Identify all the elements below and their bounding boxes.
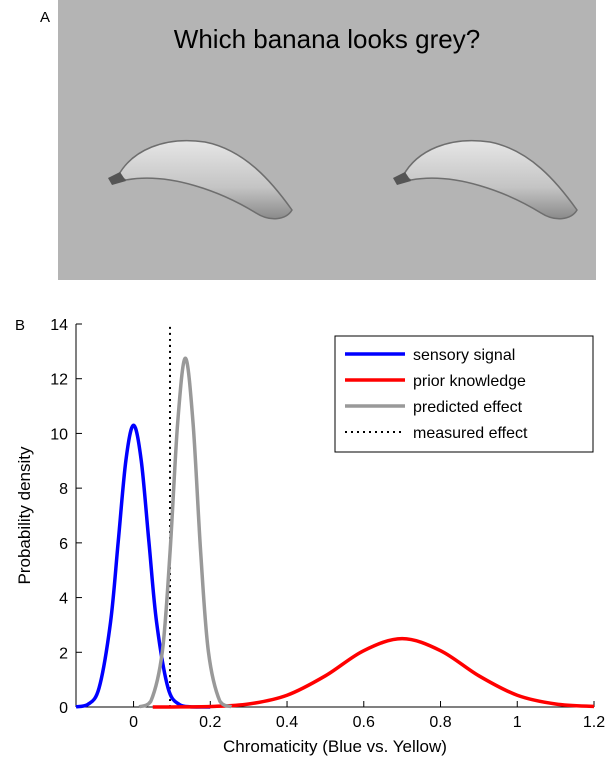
banana-right	[393, 139, 578, 220]
x-tick-label: 1.2	[583, 714, 605, 731]
y-tick-label: 10	[50, 426, 68, 443]
y-tick-label: 8	[59, 481, 68, 498]
series-line	[138, 356, 233, 709]
y-tick-label: 4	[59, 591, 68, 608]
legend-label: measured effect	[413, 425, 528, 442]
y-axis-label: Probability density	[15, 446, 34, 584]
legend-label: prior knowledge	[413, 373, 526, 390]
panel-label: A	[40, 9, 50, 26]
x-tick-label: 0.2	[199, 714, 221, 731]
y-tick-label: 0	[59, 700, 68, 717]
y-tick-label: 14	[50, 317, 68, 334]
y-tick-label: 2	[59, 645, 68, 662]
x-tick-label: 0.6	[353, 714, 375, 731]
panel-label: B	[15, 317, 25, 334]
x-tick-label: 0	[129, 714, 138, 731]
y-tick-label: 12	[50, 372, 68, 389]
stimulus-question: Which banana looks grey?	[174, 24, 480, 54]
x-tick-label: 0.4	[276, 714, 298, 731]
x-tick-label: 0.8	[429, 714, 451, 731]
x-axis-label: Chromaticity (Blue vs. Yellow)	[223, 737, 447, 756]
x-tick-label: 1	[513, 714, 522, 731]
stimulus-panel	[58, 0, 596, 280]
series-line	[152, 636, 595, 709]
legend-label: sensory signal	[413, 347, 515, 364]
legend-label: predicted effect	[413, 399, 523, 416]
series-line	[75, 423, 211, 709]
banana-left	[108, 139, 293, 220]
y-tick-label: 6	[59, 536, 68, 553]
